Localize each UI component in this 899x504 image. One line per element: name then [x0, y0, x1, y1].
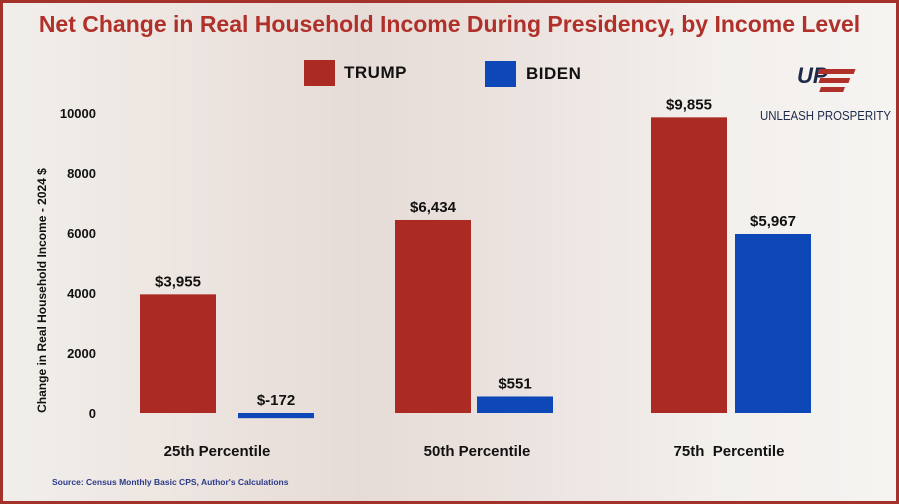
bar-chart: 0 2000 4000 6000 8000 10000 $3,955 $6,434 $9,855… [60, 96, 811, 460]
bar-biden-1 [238, 413, 314, 419]
data-label-biden: $551 [498, 375, 531, 392]
y-tick-label: 2000 [67, 346, 96, 361]
legend-label-trump: TRUMP [344, 63, 407, 82]
bar-trump-1 [140, 294, 216, 413]
data-label-trump: $9,855 [666, 96, 712, 113]
y-tick-label: 6000 [67, 226, 96, 241]
bar-trump-2 [395, 219, 471, 413]
category-label: 50th Percentile [424, 443, 531, 460]
bar-trump-3 [651, 117, 727, 413]
chart-title: Net Change in Real Household Income Duri… [38, 11, 861, 37]
data-label-biden: $-172 [257, 392, 295, 409]
legend-swatch-trump [304, 60, 335, 86]
bar-biden-3 [735, 233, 811, 413]
logo-mark: UP [797, 63, 828, 88]
unleash-prosperity-logo: UP UNLEASH PROSPERITY [755, 63, 891, 133]
y-tick-label: 8000 [67, 166, 96, 181]
logo-text: UNLEASH PROSPERITY [760, 108, 891, 123]
legend-swatch-biden [485, 61, 516, 87]
category-label: 25th Percentile [164, 443, 271, 460]
y-tick-label: 0 [89, 406, 96, 421]
data-label-biden: $5,967 [750, 213, 796, 230]
category-label: 75th Percentile [674, 443, 785, 460]
y-tick-label: 10000 [60, 106, 96, 121]
legend-label-biden: BIDEN [526, 64, 582, 83]
y-tick-label: 4000 [67, 286, 96, 301]
data-label-trump: $6,434 [410, 199, 457, 216]
logo-flag-icon [817, 69, 856, 92]
bar-biden-2 [477, 396, 553, 413]
source-note: Source: Census Monthly Basic CPS, Author… [52, 477, 289, 487]
data-label-trump: $3,955 [155, 273, 201, 290]
